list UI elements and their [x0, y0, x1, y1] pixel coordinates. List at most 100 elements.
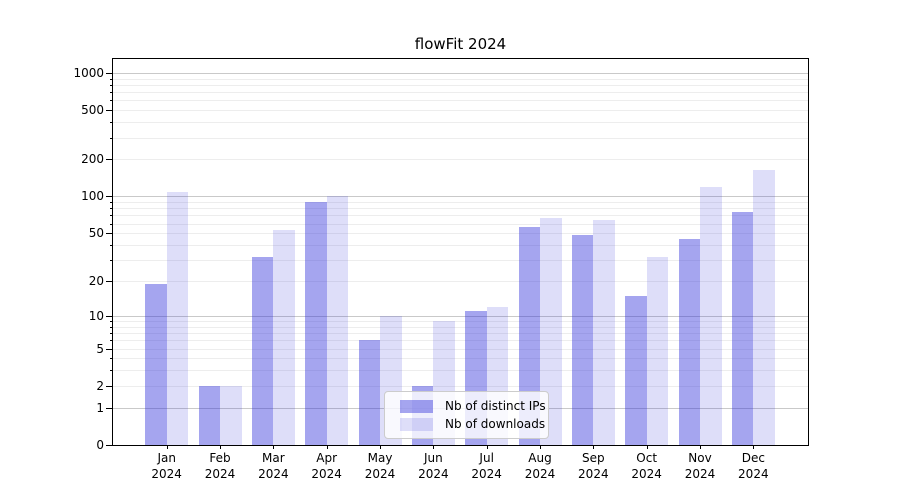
bar-distinct-ips-oct: [625, 295, 647, 445]
bar-distinct-ips-dec: [731, 212, 754, 445]
x-tick-label-jun: Jun 2024: [418, 451, 449, 481]
x-tick-label-dec: Dec 2024: [738, 451, 769, 481]
y-tick-label-10: 10: [88, 308, 104, 323]
grid-line-minor-40: [113, 245, 808, 246]
grid-line-minor-600: [113, 100, 808, 102]
y-minor-tick-mark-4: [110, 358, 113, 360]
grid-line-minor-90: [113, 202, 808, 204]
y-tick-label-20: 20: [88, 274, 104, 289]
x-tick-label-oct: Oct 2024: [631, 451, 662, 481]
grid-line-minor-30: [113, 260, 808, 262]
y-tick-label-50: 50: [88, 226, 104, 241]
bar-distinct-ips-feb: [198, 385, 221, 445]
x-tick-mark-jan: [166, 445, 168, 449]
y-tick-mark-5: [106, 348, 113, 350]
x-tick-mark-may: [380, 445, 382, 449]
bar-downloads-sep: [593, 220, 615, 445]
y-tick-mark-10: [106, 315, 113, 317]
grid-line-minor-8: [113, 326, 808, 328]
x-tick-mark-jun: [433, 445, 435, 449]
x-tick-label-sep: Sep 2024: [578, 451, 609, 481]
plot-area: Nb of distinct IPs Nb of downloads: [112, 58, 809, 446]
y-minor-tick-mark-30: [110, 260, 113, 262]
bar-distinct-ips-nov: [678, 238, 700, 445]
y-tick-mark-1000: [106, 72, 113, 74]
y-tick-label-5: 5: [96, 341, 104, 356]
legend-label-downloads: Nb of downloads: [445, 417, 546, 431]
y-tick-label-1000: 1000: [73, 65, 104, 80]
y-minor-tick-mark-7: [110, 333, 113, 335]
x-tick-label-apr: Apr 2024: [311, 451, 342, 481]
y-minor-tick-mark-60: [110, 223, 113, 225]
y-minor-tick-mark-300: [110, 137, 113, 139]
grid-line-minor-300: [113, 137, 808, 139]
y-tick-label-500: 500: [81, 103, 104, 118]
legend-item-distinct-ips: Nb of distinct IPs: [385, 397, 548, 415]
x-tick-mark-apr: [326, 445, 328, 449]
grid-line-major-10: [113, 315, 808, 317]
legend-label-distinct-ips: Nb of distinct IPs: [445, 399, 546, 413]
grid-line-minor-50: [113, 233, 808, 235]
bar-distinct-ips-apr: [305, 202, 327, 445]
y-tick-mark-100: [106, 196, 113, 198]
grid-line-minor-2: [113, 385, 808, 387]
y-minor-tick-mark-6: [110, 340, 113, 342]
y-minor-tick-mark-40: [110, 245, 113, 246]
chart-title: flowFit 2024: [414, 35, 507, 53]
bar-distinct-ips-sep: [571, 235, 594, 445]
legend-item-downloads: Nb of downloads: [385, 415, 548, 433]
y-minor-tick-mark-70: [110, 215, 113, 217]
bar-downloads-mar: [273, 230, 295, 445]
bar-downloads-apr: [326, 196, 349, 445]
grid-line-minor-3: [113, 370, 808, 372]
y-tick-mark-200: [106, 159, 113, 161]
legend-swatch-downloads: [400, 417, 433, 431]
grid-line-minor-7: [113, 333, 808, 335]
grid-line-minor-20: [113, 281, 808, 283]
y-minor-tick-mark-9: [110, 321, 113, 322]
bar-downloads-dec: [753, 169, 775, 445]
x-tick-mark-oct: [646, 445, 648, 449]
y-tick-label-2: 2: [96, 378, 104, 393]
legend-swatch-distinct-ips: [400, 399, 433, 413]
legend: Nb of distinct IPs Nb of downloads: [384, 391, 549, 439]
y-minor-tick-mark-90: [110, 202, 113, 204]
y-minor-tick-mark-3: [110, 370, 113, 372]
grid-line-minor-800: [113, 84, 808, 86]
x-tick-label-aug: Aug 2024: [524, 451, 556, 481]
grid-line-minor-60: [113, 223, 808, 225]
x-tick-mark-feb: [220, 445, 222, 449]
y-tick-mark-0: [106, 445, 113, 446]
y-minor-tick-mark-700: [110, 92, 113, 94]
y-tick-label-200: 200: [81, 152, 104, 167]
bar-distinct-ips-aug: [518, 227, 540, 445]
x-tick-label-feb: Feb 2024: [204, 451, 236, 481]
y-minor-tick-mark-900: [110, 78, 113, 80]
grid-line-minor-5: [113, 348, 808, 350]
bar-distinct-ips-may: [358, 340, 381, 445]
y-tick-mark-2: [106, 385, 113, 387]
x-tick-mark-nov: [700, 445, 701, 449]
y-tick-mark-20: [106, 281, 113, 283]
y-tick-label-1: 1: [96, 400, 104, 415]
grid-line-minor-900: [113, 78, 808, 80]
y-minor-tick-mark-600: [110, 100, 113, 102]
y-minor-tick-mark-80: [110, 208, 113, 210]
y-tick-mark-500: [106, 110, 113, 112]
x-tick-label-nov: Nov 2024: [684, 451, 716, 481]
y-minor-tick-mark-800: [110, 84, 113, 86]
bar-downloads-oct: [646, 256, 669, 445]
y-tick-mark-50: [106, 233, 113, 235]
grid-line-minor-200: [113, 159, 808, 161]
grid-line-major-100: [113, 196, 808, 198]
x-tick-label-mar: Mar 2024: [258, 451, 289, 481]
bar-downloads-aug: [540, 217, 562, 445]
grid-line-major-1000: [113, 72, 808, 74]
bar-downloads-nov: [700, 186, 722, 445]
y-tick-label-0: 0: [96, 438, 104, 452]
grid-line-minor-6: [113, 340, 808, 342]
y-tick-label-100: 100: [81, 189, 104, 204]
x-tick-mark-jul: [486, 445, 488, 449]
bar-downloads-jan: [166, 192, 189, 445]
